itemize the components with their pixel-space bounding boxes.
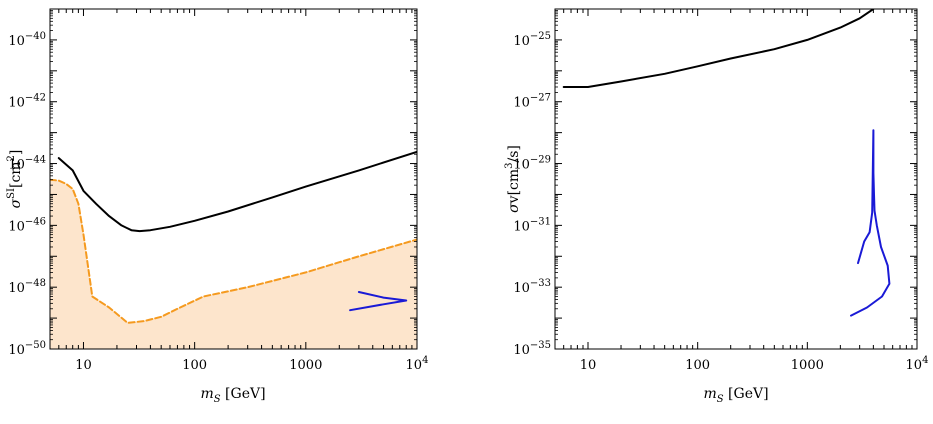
left-x-axis-label: mS [GeV] <box>200 386 265 405</box>
left-series-group <box>50 150 417 324</box>
x-tick-label: 1000 <box>791 358 824 373</box>
y-tick-label: 10−27 <box>513 93 551 111</box>
right-series-group <box>562 9 891 317</box>
y-tick-label: 10−31 <box>513 216 551 234</box>
right-series-0-line <box>562 9 875 88</box>
y-tick-label: 10−29 <box>513 155 551 173</box>
x-tick-label: 10 <box>75 358 92 373</box>
y-tick-label: 10−35 <box>513 340 551 358</box>
left-tick-marks <box>49 8 418 350</box>
right-plot-frame <box>554 8 918 350</box>
x-tick-label: 10 <box>580 358 597 373</box>
x-tick-label: 100 <box>685 358 710 373</box>
y-tick-label: 10−33 <box>513 278 551 296</box>
left-plot: 10 100 1000 104 10−50 10−48 10−46 10−44 10−42 10−… <box>6 8 428 405</box>
left-plot-frame <box>49 8 418 350</box>
left-series-2-line <box>349 291 408 312</box>
left-y-axis-label: σSI[cm2] <box>6 150 24 209</box>
left-series-0-line <box>57 150 417 233</box>
right-plot: 10 100 1000 104 10−35 10−33 10−31 10−29 10−27 10−… <box>504 8 928 405</box>
x-tick-label: 104 <box>906 355 929 373</box>
y-tick-label: 10−46 <box>8 216 46 234</box>
excluded-region-area <box>50 179 417 349</box>
excluded-region-fill <box>50 179 417 349</box>
right-x-axis-label: mS [GeV] <box>703 386 768 405</box>
left-tick-labels: 10 100 1000 104 10−50 10−48 10−46 10−44 10−42 10−… <box>8 31 428 373</box>
y-tick-label: 10−42 <box>8 93 46 111</box>
y-tick-label: 10−48 <box>8 278 46 296</box>
right-tick-labels: 10 100 1000 104 10−35 10−33 10−31 10−29 10−27 10−… <box>513 31 928 373</box>
x-tick-label: 104 <box>406 355 429 373</box>
y-tick-label: 10−44 <box>8 155 46 173</box>
y-tick-label: 10−50 <box>8 340 46 358</box>
right-y-axis-label: σv[cm3/s] <box>504 145 522 213</box>
right-series-1-line <box>850 129 891 317</box>
left-series-1-line <box>50 178 417 324</box>
x-tick-label: 100 <box>182 358 207 373</box>
y-tick-label: 10−25 <box>513 31 551 49</box>
y-tick-label: 10−40 <box>8 31 46 49</box>
right-tick-marks <box>554 8 918 350</box>
x-tick-label: 1000 <box>289 358 322 373</box>
